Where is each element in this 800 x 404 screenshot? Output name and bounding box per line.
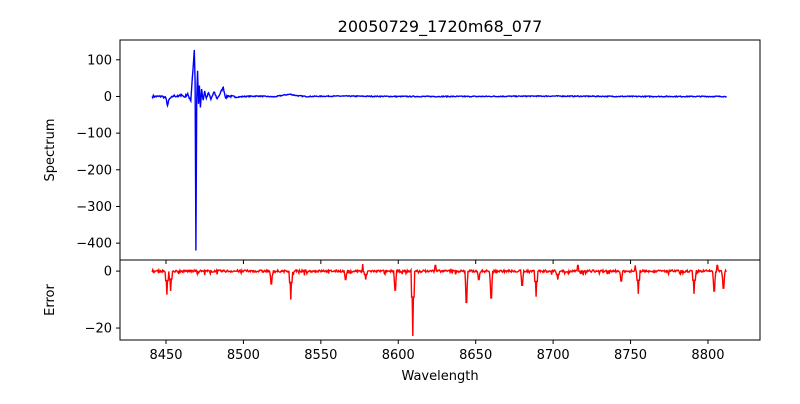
y-tick-label: −200 bbox=[76, 163, 112, 178]
error-series-line bbox=[151, 263, 727, 337]
spectrum-series-line bbox=[151, 49, 727, 251]
plot-frame bbox=[119, 39, 761, 261]
x-tick-label: 8750 bbox=[614, 348, 647, 363]
y-tick-label: −400 bbox=[76, 237, 112, 252]
y-axis-label-spectrum: Spectrum bbox=[43, 119, 58, 182]
x-tick-label: 8600 bbox=[382, 348, 415, 363]
y-tick-label: 100 bbox=[87, 53, 112, 68]
y-tick-label: −20 bbox=[85, 322, 112, 337]
y-axis-label-error: Error bbox=[43, 284, 58, 316]
error-panel: 0 −20 8450 8500 8550 8600 8650 8700 8750 8800 bbox=[85, 259, 761, 363]
plot-frame bbox=[119, 259, 761, 341]
y-tick-label: −300 bbox=[76, 200, 112, 215]
y-tick-label: 0 bbox=[104, 265, 112, 280]
x-tick-label: 8550 bbox=[304, 348, 337, 363]
spectrum-panel: 100 0 −100 −200 −300 −400 bbox=[76, 39, 761, 264]
x-tick-label: 8800 bbox=[691, 348, 724, 363]
y-tick-label: −100 bbox=[76, 127, 112, 142]
chart-title: 20050729_1720m68_077 bbox=[338, 17, 543, 37]
x-tick-label: 8500 bbox=[227, 348, 260, 363]
x-tick-label: 8700 bbox=[537, 348, 570, 363]
x-tick-label: 8450 bbox=[149, 348, 182, 363]
x-axis-label: Wavelength bbox=[401, 369, 478, 384]
x-tick-label: 8650 bbox=[459, 348, 492, 363]
y-tick-label: 0 bbox=[104, 90, 112, 105]
